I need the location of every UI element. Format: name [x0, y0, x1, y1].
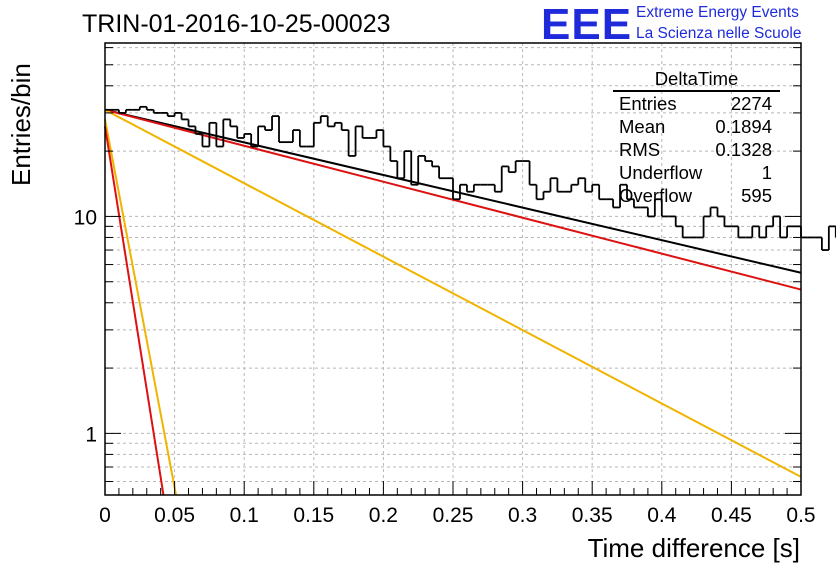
- grid-lines: [105, 43, 801, 495]
- x-tick-label: 0.05: [154, 504, 195, 527]
- stats-label: Underflow: [619, 162, 703, 183]
- stats-value: 1: [761, 162, 772, 183]
- histogram: [105, 105, 836, 251]
- x-tick-label: 0.5: [786, 504, 815, 527]
- stats-row-entries: Entries 2274: [613, 92, 780, 115]
- x-tick-label: 0.35: [572, 504, 613, 527]
- stats-value: 595: [741, 185, 772, 206]
- stats-label: Entries: [619, 93, 677, 114]
- logo-subtitle-2: La Scienza nelle Scuole: [636, 25, 802, 42]
- axis-ticks: [104, 47, 802, 495]
- x-tick-label: 0.4: [647, 504, 677, 527]
- stats-value: 0.1328: [715, 139, 772, 160]
- x-axis-label: Time difference [s]: [587, 533, 800, 563]
- stats-label: Mean: [619, 116, 666, 137]
- stats-row-rms: RMS 0.1328: [613, 138, 780, 161]
- y-axis-label: Entries/bin: [6, 63, 36, 186]
- y-tick-labels: 1 10: [74, 206, 97, 446]
- stats-box-title: DeltaTime: [613, 68, 780, 92]
- x-tick-label: 0.3: [508, 504, 537, 527]
- fit-line: [104, 119, 177, 496]
- chart-title: TRIN-01-2016-10-25-00023: [82, 10, 391, 38]
- stats-label: Overflow: [619, 185, 692, 206]
- x-tick-label: 0.15: [293, 504, 334, 527]
- stats-row-mean: Mean 0.1894: [613, 115, 780, 138]
- x-tick-label: 0.1: [230, 504, 259, 527]
- x-tick-labels: 0 0.05 0.1 0.15 0.2 0.25 0.3 0.35 0.4 0.45 0.5: [99, 504, 815, 527]
- y-tick-label: 10: [74, 206, 97, 229]
- stats-row-overflow: Overflow 595: [613, 184, 780, 207]
- stats-label: RMS: [619, 139, 661, 160]
- stats-row-underflow: Underflow 1: [613, 161, 780, 184]
- x-tick-label: 0: [99, 504, 111, 527]
- stats-value: 0.1894: [715, 116, 772, 137]
- eee-logo: EEE: [541, 0, 633, 49]
- x-tick-label: 0.45: [711, 504, 752, 527]
- fit-line: [104, 126, 165, 496]
- y-tick-label: 1: [85, 423, 97, 446]
- logo-subtitle-1: Extreme Energy Events: [636, 4, 799, 21]
- stats-box: DeltaTime Entries 2274 Mean 0.1894 RMS 0…: [613, 68, 780, 207]
- stats-value: 2274: [730, 93, 772, 114]
- x-tick-label: 0.25: [433, 504, 474, 527]
- fit-line: [104, 108, 802, 478]
- x-tick-label: 0.2: [369, 504, 398, 527]
